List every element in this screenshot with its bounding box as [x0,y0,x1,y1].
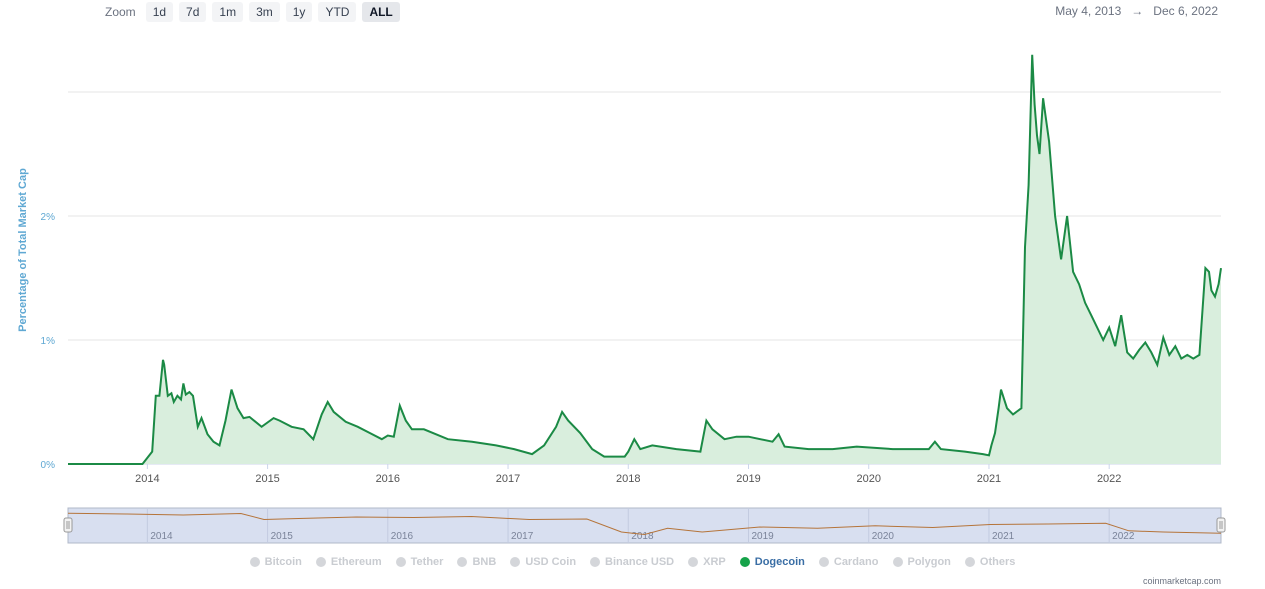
legend-label: Others [979,556,1016,568]
zoom-label: Zoom [105,5,136,19]
navigator-window[interactable] [67,507,1222,544]
y-tick-label: 2% [41,212,56,223]
zoom-toolbar: Zoom 1d 7d 1m 3m 1y YTD ALL [100,2,400,22]
navigator-left-handle[interactable] [63,517,73,533]
legend-label: Ethereum [330,556,382,568]
dogecoin-line[interactable] [68,54,1222,465]
legend-item-bitcoin[interactable]: Bitcoin [249,556,302,568]
legend-item-others[interactable]: Others [964,556,1016,568]
navigator-tick-label: 2021 [992,531,1015,542]
range-to[interactable]: Dec 6, 2022 [1153,4,1218,18]
legend-label: Cardano [833,556,879,568]
zoom-all-button[interactable]: ALL [362,2,400,22]
navigator-tick-label: 2022 [1112,531,1135,542]
legend-item-usd-coin[interactable]: USD Coin [510,556,576,568]
y-axis-ticks: 0% 1% 2% [41,212,56,471]
legend-label: USD Coin [525,556,577,568]
navigator-tick-label: 2014 [150,531,173,542]
legend-item-ethereum[interactable]: Ethereum [315,556,382,568]
y-axis-label: Percentage of Total Market Cap [17,168,29,332]
market-cap-chart: 0%1%2% 2014 2015 2016 2017 2018 2019 2020 2021 2… [17,54,1226,544]
zoom-1y-button[interactable]: 1y [285,2,313,22]
legend-label: XRP [703,556,726,568]
navigator-tick-label: 2015 [271,531,294,542]
zoom-1m-button[interactable]: 1m [212,2,244,22]
legend-dot-icon [688,557,699,567]
navigator-tick-label: 2020 [872,531,895,542]
legend-label: Binance USD [605,556,675,568]
date-range: May 4, 2013 → Dec 6, 2022 [1055,4,1218,18]
legend: Bitcoin Ethereum Tether BNB USD Coin Binance … [0,556,1265,568]
x-tick-label: 2021 [977,473,1001,485]
navigator-tick-label: 2019 [751,531,774,542]
x-tick-label: 2019 [736,473,760,485]
y-tick-label: 1% [41,336,56,347]
navigator-trace [67,512,1222,536]
range-from[interactable]: May 4, 2013 [1055,4,1122,18]
navigator-right-handle[interactable] [1216,517,1226,533]
range-navigator[interactable]: 2014 2015 2016 2017 2018 2019 2020 2021 2022 [63,507,1226,544]
legend-dot-icon [249,557,260,567]
legend-label: Tether [410,556,444,568]
x-tick-label: 2022 [1097,473,1121,485]
x-tick-label: 2014 [135,473,159,485]
range-arrow: → [1131,4,1144,18]
navigator-tick-label: 2017 [511,531,534,542]
legend-dot-icon [964,557,975,567]
legend-dot-icon [510,557,521,567]
legend-dot-icon [818,557,829,567]
legend-dot-icon [315,557,326,567]
zoom-7d-button[interactable]: 7d [179,2,207,22]
legend-item-cardano[interactable]: Cardano [818,556,879,568]
credit-text: coinmarketcap.com [1142,576,1221,586]
legend-item-binance-usd[interactable]: Binance USD [590,556,674,568]
legend-label: Bitcoin [264,556,302,568]
zoom-3m-button[interactable]: 3m [249,2,280,22]
x-tick-label: 2015 [255,473,279,485]
x-tick-label: 2018 [616,473,640,485]
legend-dot-icon [395,557,406,567]
zoom-1d-button[interactable]: 1d [145,2,174,22]
navigator-tick-label: 2016 [391,531,414,542]
legend-label: Dogecoin [754,556,805,568]
legend-item-tether[interactable]: Tether [395,556,444,568]
x-axis-ticks: 2014 2015 2016 2017 2018 2019 2020 2021 2022 [68,463,1221,485]
x-tick-label: 2017 [496,473,520,485]
dogecoin-area [68,54,1221,465]
legend-dot-icon [590,557,601,567]
legend-label: BNB [472,556,497,568]
x-tick-label: 2020 [856,473,880,485]
zoom-ytd-button[interactable]: YTD [318,2,357,22]
y-tick-label: 0% [41,460,56,471]
legend-dot-icon [739,557,750,567]
legend-item-dogecoin[interactable]: Dogecoin [739,556,805,568]
legend-label: Polygon [907,556,951,568]
legend-dot-icon [457,557,468,567]
legend-dot-icon [892,557,903,567]
legend-item-polygon[interactable]: Polygon [892,556,951,568]
legend-item-xrp[interactable]: XRP [688,556,726,568]
x-tick-label: 2016 [376,473,400,485]
navigator-tick-label: 2018 [631,531,654,542]
legend-item-bnb[interactable]: BNB [457,556,496,568]
